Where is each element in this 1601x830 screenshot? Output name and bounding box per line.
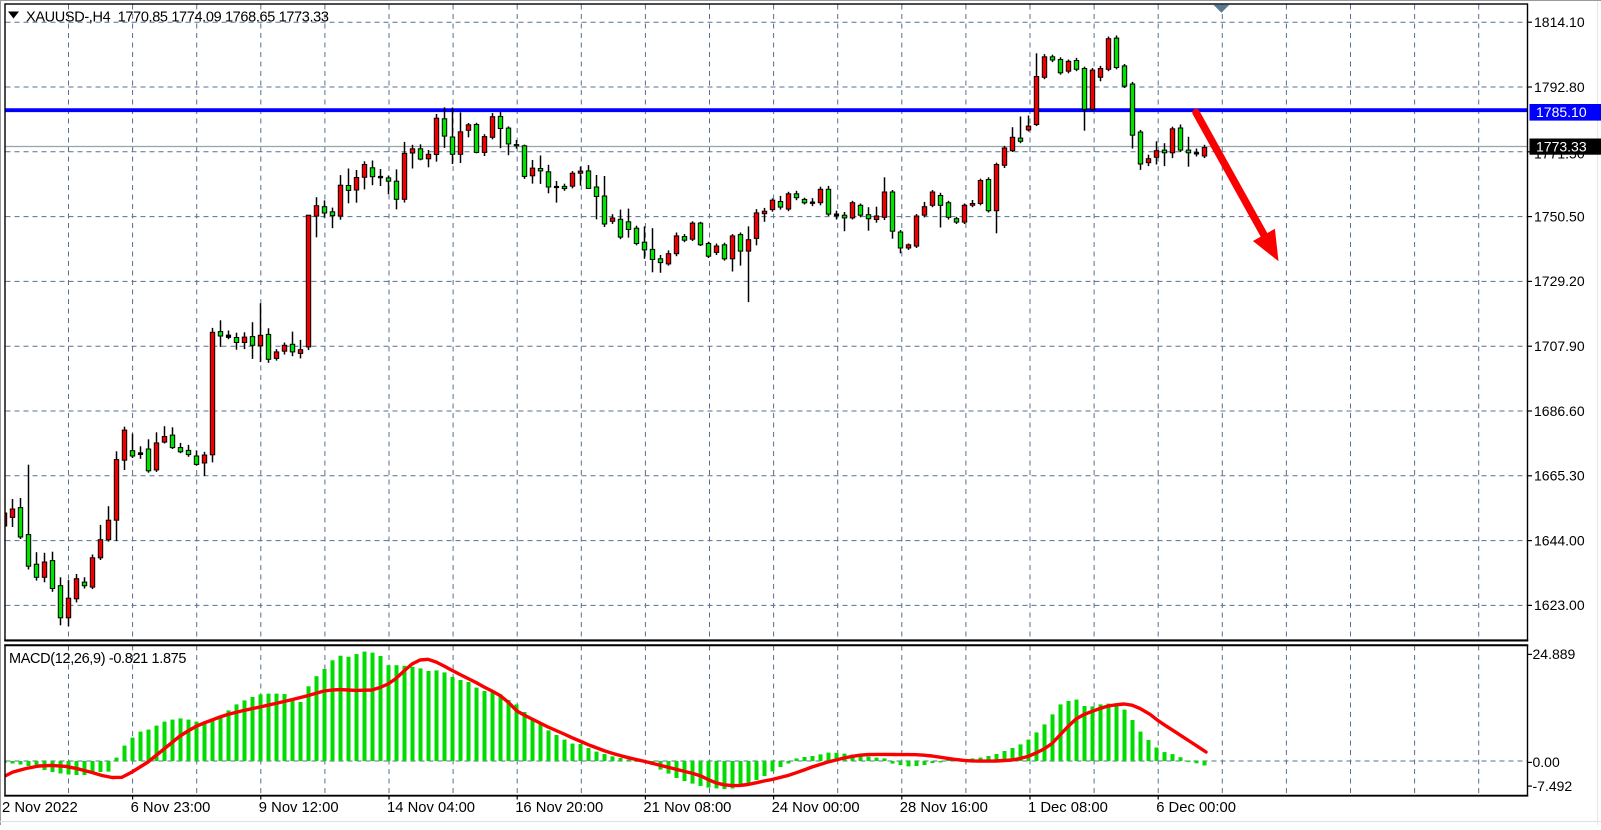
svg-text:9 Nov 12:00: 9 Nov 12:00 bbox=[259, 800, 339, 816]
svg-text:6 Nov 23:00: 6 Nov 23:00 bbox=[131, 800, 211, 816]
svg-text:1785.10: 1785.10 bbox=[1536, 104, 1587, 120]
svg-text:24 Nov 00:00: 24 Nov 00:00 bbox=[772, 800, 860, 816]
svg-text:14 Nov 04:00: 14 Nov 04:00 bbox=[387, 800, 475, 816]
svg-text:MACD(12,26,9) -0.821 1.875: MACD(12,26,9) -0.821 1.875 bbox=[9, 651, 186, 667]
svg-text:1792.80: 1792.80 bbox=[1534, 79, 1585, 95]
svg-text:6 Dec 00:00: 6 Dec 00:00 bbox=[1156, 800, 1236, 816]
svg-text:-7.492: -7.492 bbox=[1533, 778, 1573, 794]
svg-text:1 Dec 08:00: 1 Dec 08:00 bbox=[1028, 800, 1108, 816]
svg-text:0.00: 0.00 bbox=[1533, 754, 1560, 770]
svg-text:16 Nov 20:00: 16 Nov 20:00 bbox=[515, 800, 603, 816]
svg-text:21 Nov 08:00: 21 Nov 08:00 bbox=[643, 800, 731, 816]
svg-text:1814.10: 1814.10 bbox=[1534, 14, 1585, 30]
svg-text:1665.30: 1665.30 bbox=[1534, 468, 1585, 484]
svg-text:1773.33: 1773.33 bbox=[1536, 139, 1587, 155]
svg-text:1750.50: 1750.50 bbox=[1534, 208, 1585, 224]
svg-text:1644.00: 1644.00 bbox=[1534, 532, 1585, 548]
svg-text:28 Nov 16:00: 28 Nov 16:00 bbox=[900, 800, 988, 816]
svg-text:2 Nov 2022: 2 Nov 2022 bbox=[2, 800, 78, 816]
svg-text:1686.60: 1686.60 bbox=[1534, 403, 1585, 419]
svg-text:1707.90: 1707.90 bbox=[1534, 338, 1585, 354]
svg-text:1729.20: 1729.20 bbox=[1534, 273, 1585, 289]
svg-text:XAUUSD-,H4 1770.85 1774.09 17: XAUUSD-,H4 1770.85 1774.09 1768.65 1773.… bbox=[26, 10, 329, 26]
svg-text:24.889: 24.889 bbox=[1533, 646, 1576, 662]
svg-text:1623.00: 1623.00 bbox=[1534, 597, 1585, 613]
